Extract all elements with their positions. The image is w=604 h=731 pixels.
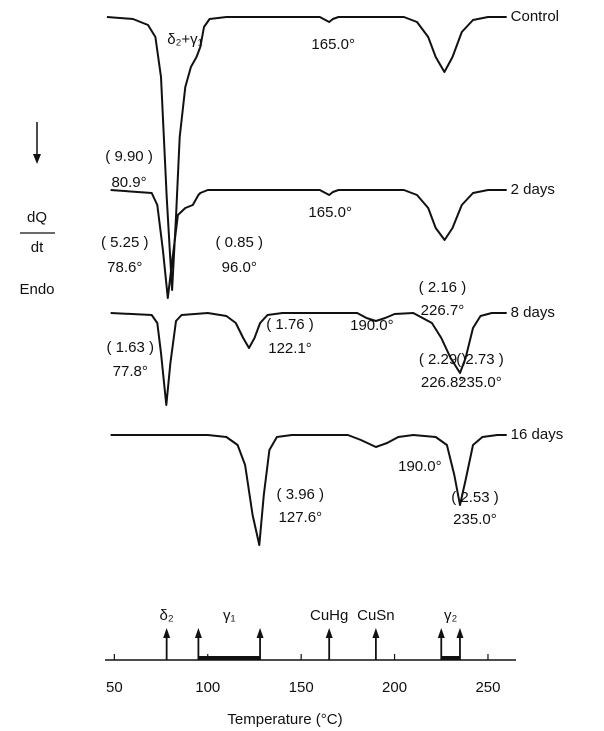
- peak-area: ( 9.90 ): [105, 148, 153, 165]
- peak-area: ( 2.53 ): [451, 489, 499, 506]
- x-axis-label: Temperature (°C): [227, 711, 342, 728]
- peak-area: ( 3.96 ): [277, 486, 325, 503]
- phase-arrowhead: [437, 628, 445, 638]
- phase-arrowhead: [325, 628, 333, 638]
- peak-area: ( 0.85 ): [216, 234, 264, 251]
- series-label: 2 days: [511, 181, 555, 198]
- phase-arrowhead: [456, 628, 464, 638]
- peak-label: 226.7°: [421, 302, 465, 319]
- x-tick-label: 100: [195, 679, 220, 696]
- peak-label: 226.8°: [421, 374, 465, 391]
- phase-label: γ₂: [444, 607, 458, 624]
- peak-label: 77.8°: [113, 363, 148, 380]
- phase-label: CuHg: [310, 607, 348, 624]
- phase-label: δ₂: [160, 607, 174, 624]
- peak-area: ( 2.16 ): [419, 279, 467, 296]
- peak-label: 127.6°: [279, 509, 323, 526]
- peak-area: ( 1.76 ): [266, 316, 314, 333]
- peak-label: 165.0°: [311, 36, 355, 53]
- phase-arrowhead: [256, 628, 264, 638]
- series-label: 8 days: [511, 304, 555, 321]
- peak-label: 235.0°: [458, 374, 502, 391]
- y-label-numerator: dQ: [27, 209, 47, 226]
- series-label: Control: [511, 8, 559, 25]
- phase-label: γ₁: [223, 607, 236, 624]
- x-tick-label: 50: [106, 679, 123, 696]
- phase-arrowhead: [163, 628, 171, 638]
- peak-label: 96.0°: [222, 259, 257, 276]
- peak-area: ( 5.25 ): [101, 234, 149, 251]
- peak-label: 165.0°: [308, 204, 352, 221]
- peak-area: ( 2.73 ): [456, 351, 504, 368]
- thermogram-curve: [110, 189, 507, 299]
- thermogram-curve: [106, 16, 507, 291]
- phase-label: CuSn: [357, 607, 395, 624]
- series-label: 16 days: [511, 426, 564, 443]
- x-tick-label: 250: [475, 679, 500, 696]
- phase-arrowhead: [194, 628, 202, 638]
- y-label-note: Endo: [19, 281, 54, 298]
- peak-label: 78.6°: [107, 259, 142, 276]
- endo-arrowhead: [33, 154, 41, 164]
- peak-area: ( 1.63 ): [107, 339, 155, 356]
- x-tick-label: 150: [289, 679, 314, 696]
- phase-arrowhead: [372, 628, 380, 638]
- x-tick-label: 200: [382, 679, 407, 696]
- peak-label: 80.9°: [111, 174, 146, 191]
- thermogram-curve: [110, 312, 507, 406]
- peak-label: 122.1°: [268, 340, 312, 357]
- y-label-denominator: dt: [31, 239, 44, 256]
- annotation: δ₂+γ₁: [167, 31, 203, 48]
- peak-label: 190.0°: [350, 317, 394, 334]
- peak-label: 190.0°: [398, 458, 442, 475]
- peak-label: 235.0°: [453, 511, 497, 528]
- thermogram-curve: [110, 434, 507, 546]
